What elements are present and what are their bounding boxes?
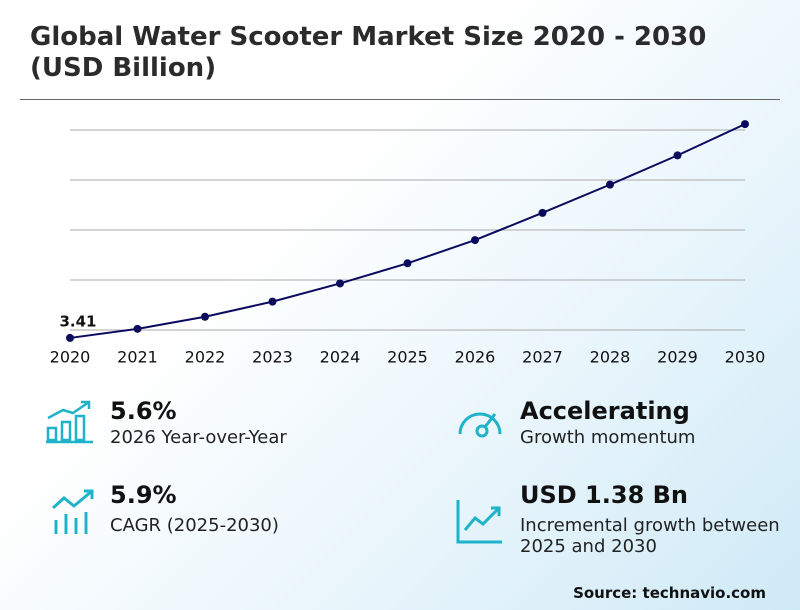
chart-icon bbox=[456, 500, 502, 544]
x-tick-label: 2026 bbox=[455, 348, 496, 367]
stat-value: USD 1.38 Bn bbox=[520, 481, 688, 509]
stat-label: CAGR (2025-2030) bbox=[110, 515, 279, 536]
stat-label: Incremental growth between 2025 and 2030 bbox=[520, 515, 780, 557]
point bbox=[336, 279, 344, 288]
grid bbox=[70, 129, 745, 331]
x-tick-label: 2030 bbox=[725, 348, 766, 367]
x-tick-label: 2027 bbox=[522, 348, 563, 367]
chart-title: Global Water Scooter Market Size 2020 - … bbox=[30, 22, 707, 83]
x-tick-label: 2029 bbox=[657, 348, 698, 367]
point bbox=[741, 120, 749, 129]
stat-icon bbox=[455, 498, 505, 550]
stat: Accelerating Growth momentum bbox=[520, 397, 695, 448]
point bbox=[606, 180, 614, 189]
stat-value: 5.6% bbox=[110, 397, 177, 425]
point bbox=[66, 333, 74, 342]
stat-icon bbox=[50, 488, 100, 540]
point bbox=[673, 151, 682, 160]
x-tick-label: 2020 bbox=[50, 348, 91, 367]
source: Source: technavio.com bbox=[573, 584, 766, 602]
bar-icon bbox=[46, 400, 93, 444]
x-tick-label: 2028 bbox=[590, 348, 631, 367]
point bbox=[133, 324, 142, 333]
x-tick-label: 2021 bbox=[117, 348, 158, 367]
data-label: 3.41 bbox=[59, 312, 96, 330]
x-tick-label: 2023 bbox=[252, 348, 293, 367]
x-tick-label: 2022 bbox=[185, 348, 226, 367]
gauge-icon bbox=[458, 412, 502, 438]
stat: USD 1.38 Bn Incremental growth between 2… bbox=[520, 481, 780, 557]
stat-value: 5.9% bbox=[110, 481, 177, 509]
point bbox=[201, 312, 209, 321]
point bbox=[471, 236, 479, 245]
point bbox=[403, 259, 412, 268]
point bbox=[538, 208, 547, 217]
stat-icon bbox=[455, 402, 505, 446]
line bbox=[69, 123, 746, 339]
point bbox=[268, 297, 277, 306]
stat-value: Accelerating bbox=[520, 397, 690, 425]
trend-icon bbox=[51, 489, 94, 534]
stat-label: Growth momentum bbox=[520, 427, 696, 448]
stat-label: 2026 Year-over-Year bbox=[110, 427, 287, 448]
x-tick-label: 2025 bbox=[387, 348, 428, 367]
x-tick-label: 2024 bbox=[320, 348, 361, 367]
stat-icon bbox=[45, 398, 95, 448]
stat: 5.9% CAGR (2025-2030) bbox=[110, 481, 279, 536]
stat: 5.6% 2026 Year-over-Year bbox=[110, 397, 287, 448]
chart: 2020 2021 2022 2023 2024 2025 2026 2027 2028 2029… bbox=[50, 120, 766, 367]
title-rule bbox=[20, 99, 780, 100]
